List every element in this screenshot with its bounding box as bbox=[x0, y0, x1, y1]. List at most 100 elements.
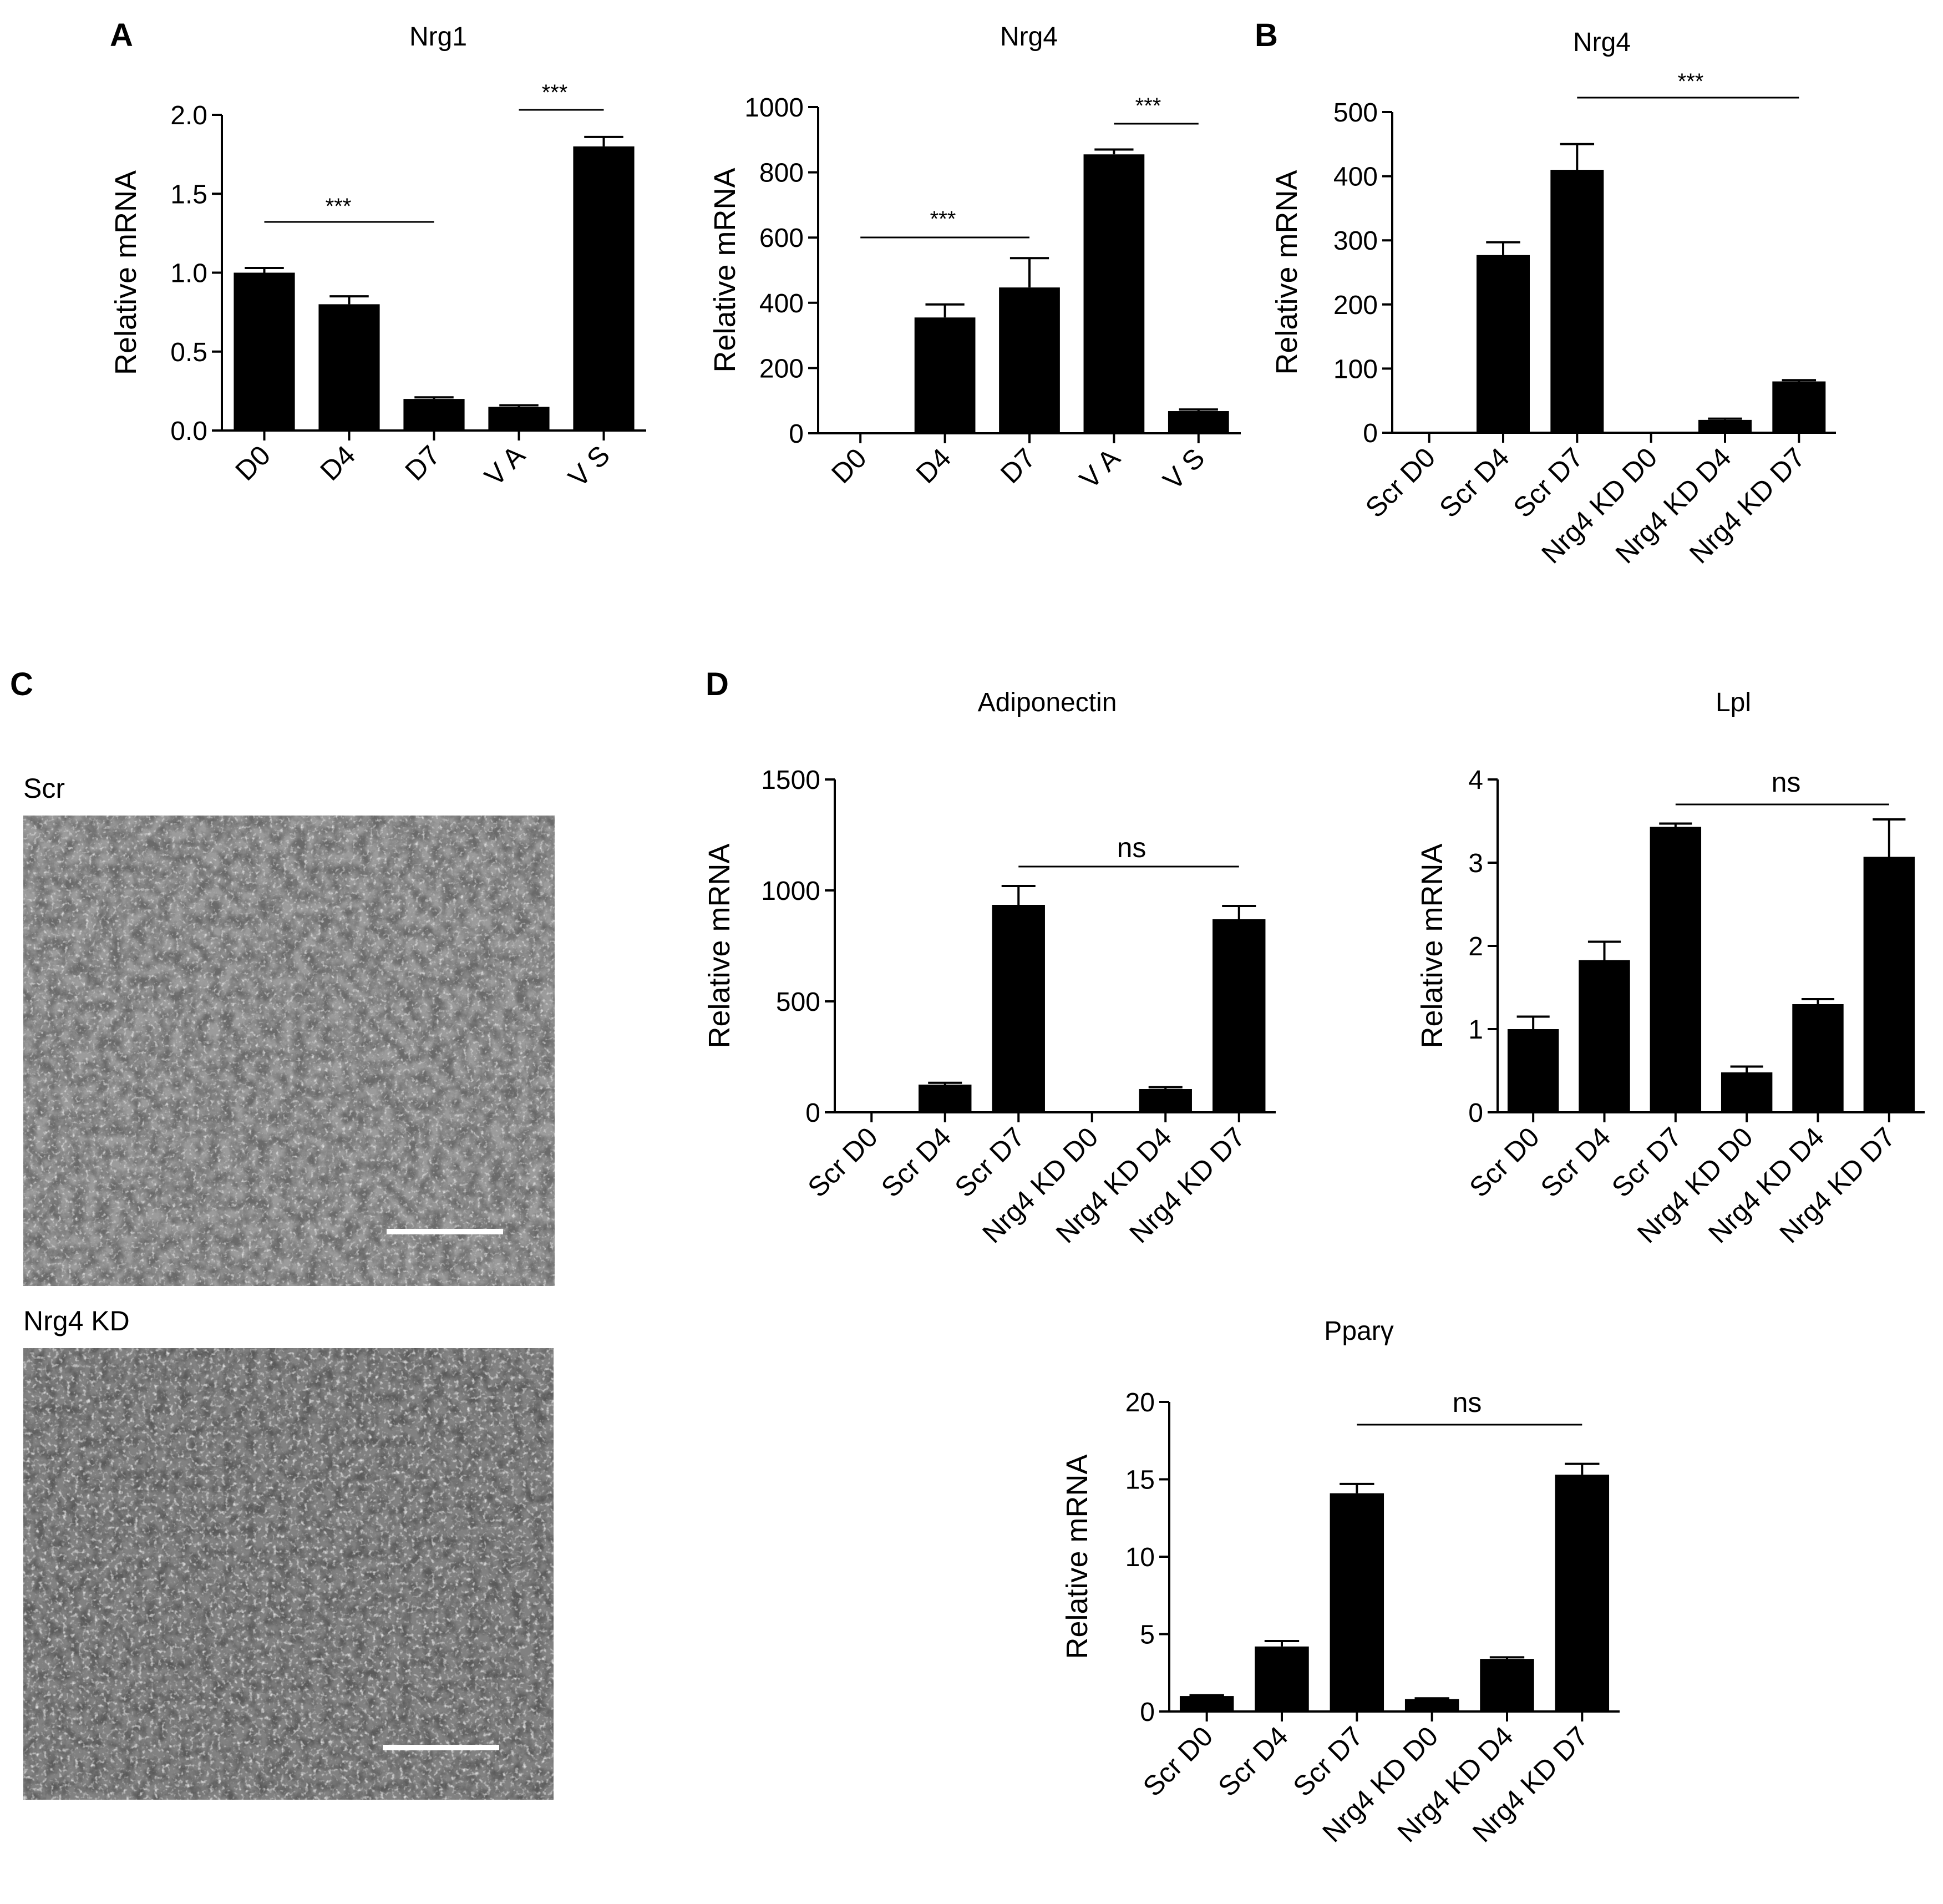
chart-0: Nrg1 Relative mRNA 0.0 0.5 1.0 1.5 2.0 D0 D4 D7 V … bbox=[109, 22, 646, 493]
y-tick-label: 4 bbox=[1468, 766, 1483, 795]
y-tick-label: 5 bbox=[1140, 1621, 1155, 1650]
bar bbox=[1624, 432, 1678, 433]
x-tick-label: V S bbox=[562, 439, 616, 493]
micrograph-nrg4-kd-image bbox=[23, 1348, 554, 1800]
y-tick-label: 600 bbox=[759, 224, 804, 253]
y-tick-label: 100 bbox=[1333, 355, 1378, 384]
bar bbox=[992, 905, 1045, 1112]
significance-label: *** bbox=[326, 194, 352, 219]
y-tick-label: 1 bbox=[1468, 1015, 1483, 1045]
bar bbox=[914, 317, 976, 433]
bar bbox=[1507, 1029, 1559, 1112]
significance-label: ns bbox=[1453, 1387, 1482, 1418]
significance-label: *** bbox=[1678, 69, 1704, 94]
y-axis-label: Relative mRNA bbox=[109, 170, 143, 375]
bar bbox=[403, 399, 465, 431]
bar bbox=[1579, 960, 1630, 1112]
bar bbox=[573, 146, 635, 431]
x-tick-label: Scr D0 bbox=[1359, 442, 1442, 524]
y-tick-label: 0.5 bbox=[170, 338, 207, 367]
bar bbox=[1650, 827, 1702, 1112]
micrograph-scr-image bbox=[23, 816, 555, 1286]
bar bbox=[1698, 419, 1752, 433]
y-tick-label: 1.5 bbox=[170, 180, 207, 209]
y-tick-label: 1000 bbox=[761, 877, 820, 906]
bar bbox=[919, 1085, 972, 1112]
bar bbox=[234, 272, 295, 431]
y-tick-label: 1000 bbox=[744, 93, 804, 123]
y-tick-label: 300 bbox=[1333, 226, 1378, 256]
chart-3: Adiponectin Relative mRNA 0 500 1000 1500 Scr … bbox=[703, 688, 1276, 1249]
chart-title: Nrg4 bbox=[1000, 22, 1058, 52]
x-tick-label: Scr D0 bbox=[1137, 1720, 1219, 1802]
bar bbox=[1083, 154, 1145, 433]
panel-label-a: A bbox=[110, 17, 133, 53]
chart-1: Nrg4 Relative mRNA 0 200 400 600 800 1000 D0 D4 D7… bbox=[708, 22, 1241, 496]
bar bbox=[1721, 1072, 1773, 1112]
bar bbox=[1772, 381, 1826, 433]
y-tick-label: 500 bbox=[1333, 98, 1378, 128]
bar bbox=[1792, 1004, 1844, 1112]
y-tick-label: 0 bbox=[789, 419, 804, 449]
y-tick-label: 3 bbox=[1468, 849, 1483, 878]
y-tick-label: 0.0 bbox=[170, 417, 207, 446]
x-tick-label: Scr D0 bbox=[801, 1121, 884, 1203]
y-axis-label: Relative mRNA bbox=[1061, 1454, 1094, 1659]
x-tick-label: V S bbox=[1157, 442, 1211, 496]
x-tick-label: V A bbox=[1074, 442, 1127, 495]
y-tick-label: 20 bbox=[1125, 1388, 1155, 1417]
bar bbox=[1179, 1696, 1234, 1711]
y-axis-label: Relative mRNA bbox=[708, 168, 742, 372]
y-tick-label: 10 bbox=[1125, 1543, 1155, 1572]
y-tick-label: 400 bbox=[759, 289, 804, 318]
x-tick-label: D7 bbox=[995, 442, 1042, 489]
scale-bar bbox=[383, 1745, 499, 1750]
x-tick-label: D0 bbox=[229, 439, 276, 487]
x-tick-label: D7 bbox=[399, 439, 446, 487]
bar bbox=[1477, 255, 1530, 433]
y-tick-label: 0 bbox=[1363, 419, 1378, 448]
bar bbox=[318, 304, 380, 431]
x-tick-label: D4 bbox=[910, 442, 957, 489]
x-tick-label: V A bbox=[479, 439, 531, 492]
bar bbox=[1330, 1493, 1384, 1711]
chart-title: Lpl bbox=[1716, 688, 1751, 717]
x-tick-label: D0 bbox=[825, 442, 872, 489]
bar bbox=[1555, 1475, 1610, 1711]
scale-bar bbox=[387, 1229, 503, 1234]
y-tick-label: 0 bbox=[1140, 1698, 1155, 1727]
y-tick-label: 1500 bbox=[761, 766, 820, 795]
bar bbox=[488, 407, 550, 431]
y-tick-label: 500 bbox=[776, 988, 820, 1017]
bar bbox=[1168, 411, 1229, 433]
significance-label: *** bbox=[542, 80, 568, 105]
x-tick-label: Scr D4 bbox=[1212, 1720, 1294, 1802]
y-tick-label: 0 bbox=[1468, 1098, 1483, 1128]
y-tick-label: 2 bbox=[1468, 932, 1483, 961]
micrograph-label-scr: Scr bbox=[23, 773, 65, 804]
y-tick-label: 2.0 bbox=[170, 101, 207, 130]
panel-label-c: C bbox=[10, 666, 33, 702]
significance-label: *** bbox=[930, 207, 956, 231]
chart-title: Pparγ bbox=[1324, 1316, 1393, 1346]
bar bbox=[1255, 1646, 1309, 1711]
chart-title: Nrg4 bbox=[1573, 28, 1631, 57]
bar bbox=[999, 287, 1060, 433]
x-tick-label: Scr D4 bbox=[1535, 1121, 1617, 1203]
y-tick-label: 200 bbox=[759, 354, 804, 383]
y-tick-label: 200 bbox=[1333, 291, 1378, 320]
bar bbox=[1480, 1659, 1534, 1711]
x-tick-label: Scr D0 bbox=[1463, 1121, 1545, 1203]
bar bbox=[1404, 1699, 1459, 1711]
y-tick-label: 800 bbox=[759, 159, 804, 188]
micrograph-label-nrg4-kd: Nrg4 KD bbox=[23, 1305, 130, 1336]
x-tick-label: D4 bbox=[314, 439, 361, 487]
y-tick-label: 1.0 bbox=[170, 259, 207, 288]
significance-label: *** bbox=[1135, 94, 1161, 118]
bar bbox=[1139, 1089, 1192, 1112]
y-tick-label: 0 bbox=[805, 1098, 820, 1128]
bar bbox=[1213, 919, 1266, 1112]
